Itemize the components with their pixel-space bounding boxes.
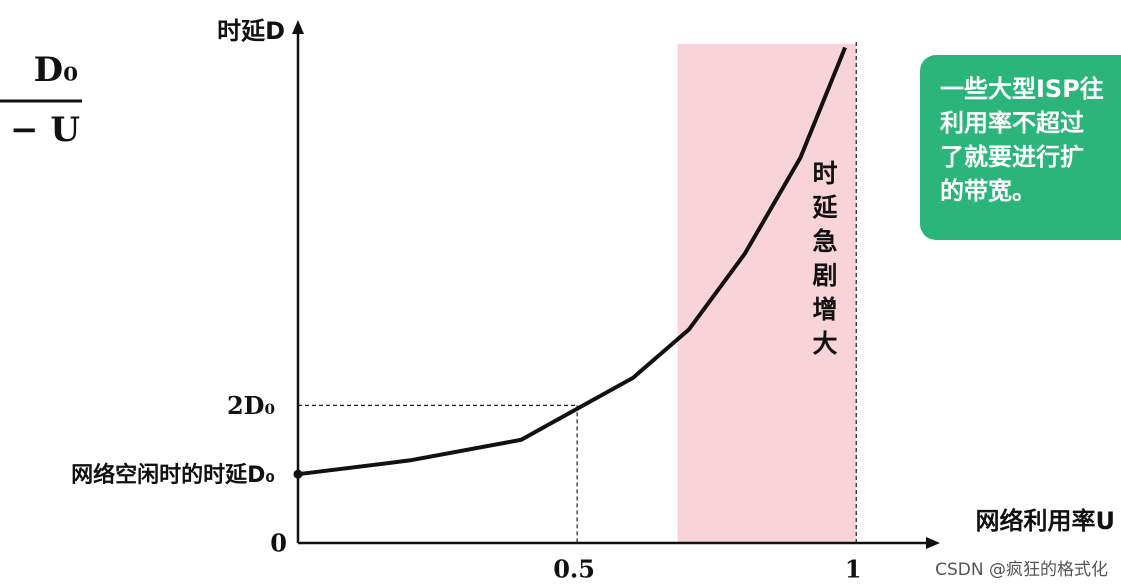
formula-denominator: − U bbox=[10, 110, 80, 150]
callout-box bbox=[920, 55, 1121, 240]
callout-text: 的带宽。 bbox=[940, 177, 1036, 205]
y-tick-label: 2D₀ bbox=[227, 391, 275, 420]
x-tick-label: 0.5 bbox=[553, 555, 595, 584]
highlight-label: 时延急剧增大 bbox=[809, 160, 839, 364]
x-axis-label: 网络利用率U bbox=[976, 507, 1116, 535]
watermark: CSDN @疯狂的格式化 bbox=[935, 560, 1108, 580]
curve bbox=[297, 46, 847, 477]
y-axis-label: 时延D bbox=[217, 17, 285, 45]
y-tick-label: 0 bbox=[270, 529, 287, 558]
highlight-band bbox=[677, 44, 857, 543]
y-axis-arrow bbox=[292, 20, 304, 34]
y-tick-label: 网络空闲时的时延D₀ bbox=[71, 462, 275, 488]
formula-numerator: D₀ bbox=[34, 50, 78, 90]
callout-text: 利用率不超过 bbox=[940, 109, 1084, 137]
x-axis-arrow bbox=[926, 537, 940, 549]
callout-text: 了就要进行扩 bbox=[940, 143, 1084, 171]
start-point bbox=[293, 469, 303, 479]
x-tick-label: 1 bbox=[845, 555, 862, 584]
callout-text: 一些大型ISP往 bbox=[940, 75, 1104, 103]
